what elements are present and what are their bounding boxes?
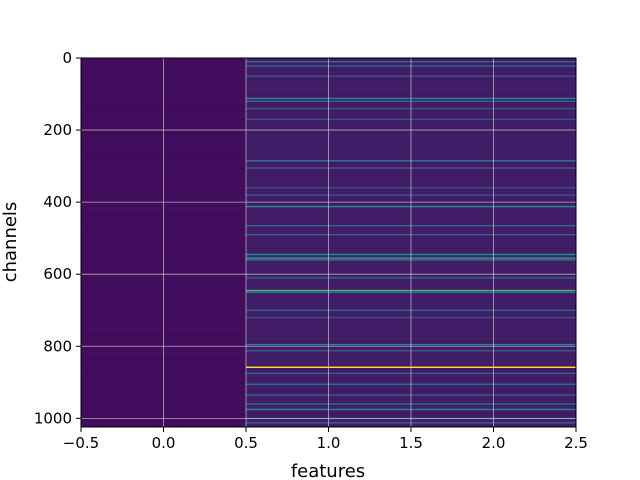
x-axis-label: features xyxy=(291,461,365,480)
y-axis-label: channels xyxy=(0,202,21,283)
y-tick-label: 400 xyxy=(43,193,72,211)
x-tick-label: −0.5 xyxy=(63,434,99,452)
x-tick-label: 1.0 xyxy=(317,434,341,452)
x-tick-label: 0.5 xyxy=(234,434,258,452)
x-tick-label: 2.0 xyxy=(482,434,506,452)
x-tick-label: 2.5 xyxy=(564,434,588,452)
y-tick-label: 200 xyxy=(43,121,72,139)
axis-ticks: −0.5 0.0 0.5 1.0 1.5 2.0 2.5 0 200 400 600 800 1000 xyxy=(34,49,588,452)
x-tick-label: 1.5 xyxy=(399,434,423,452)
y-tick-label: 0 xyxy=(62,49,72,67)
plot-frame xyxy=(80,57,577,428)
y-tick-label: 800 xyxy=(43,337,72,355)
y-tick-label: 1000 xyxy=(34,409,72,427)
y-tick-label: 600 xyxy=(43,265,72,283)
x-tick-label: 0.0 xyxy=(152,434,176,452)
